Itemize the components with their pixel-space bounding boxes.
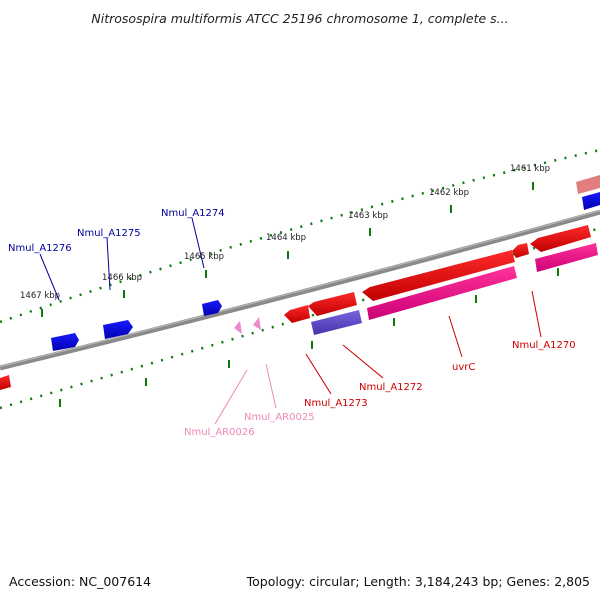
tick-label-1461: 1461 kbp [510,164,550,174]
gene-feature[interactable] [51,333,79,351]
repeat-region[interactable] [253,317,261,330]
map-title: Nitrosospira multiformis ATCC 25196 chro… [91,11,508,26]
gene-feature[interactable] [367,266,517,320]
gene-label[interactable]: Nmul_A1270 [512,340,576,351]
topology-text: Topology: circular; Length: 3,184,243 bp… [246,574,590,589]
leader-line [214,369,248,425]
gene-feature[interactable] [202,300,222,316]
outer-ruler-major-ticks [41,182,534,317]
repeat-region[interactable] [234,321,242,334]
gene-label[interactable]: Nmul_AR0026 [184,427,255,438]
gene-feature[interactable] [311,310,362,335]
gene-label[interactable]: Nmul_A1275 [77,228,141,239]
gene-feature[interactable] [576,175,600,194]
leader-line [342,344,384,379]
gene-feature[interactable] [103,320,133,339]
tick-label-1462: 1462 kbp [429,188,469,198]
gene-feature[interactable] [308,292,357,316]
accession-text: Accession: NC_007614 [9,574,151,589]
gene-feature[interactable] [0,375,11,390]
gene-feature[interactable] [362,250,515,301]
tick-label-1464: 1464 kbp [266,233,306,243]
leader-line [531,290,542,338]
forward-genes [51,192,600,351]
leader-line [305,353,332,395]
leader-line [39,253,60,301]
chromosome-backbone [0,209,600,371]
gene-label[interactable]: uvrC [452,362,475,373]
tick-label-1465: 1465 kbp [184,252,224,262]
reverse-genes [0,175,600,390]
tick-label-1466: 1466 kbp [102,273,142,283]
leader-line [448,315,463,358]
inner-ruler-major-ticks [59,268,559,407]
tick-label-1463: 1463 kbp [348,211,388,221]
chromosome-backbone-highlight [0,209,600,368]
tick-label-1467: 1467 kbp [20,291,60,301]
leader-line [265,363,277,409]
gene-feature[interactable] [512,243,529,258]
gene-feature[interactable] [284,305,310,323]
gene-label[interactable]: Nmul_A1276 [8,243,72,254]
other-features [234,243,598,335]
gene-feature[interactable] [582,192,600,210]
leader-line [191,217,205,269]
gene-label[interactable]: Nmul_A1274 [161,208,225,219]
gene-label[interactable]: Nmul_A1273 [304,398,368,409]
gene-feature[interactable] [535,243,598,272]
leader-lines [39,217,542,425]
leader-line [106,237,111,291]
gene-label[interactable]: Nmul_AR0025 [244,412,315,423]
gene-label[interactable]: Nmul_A1272 [359,382,423,393]
gene-feature[interactable] [530,225,591,252]
